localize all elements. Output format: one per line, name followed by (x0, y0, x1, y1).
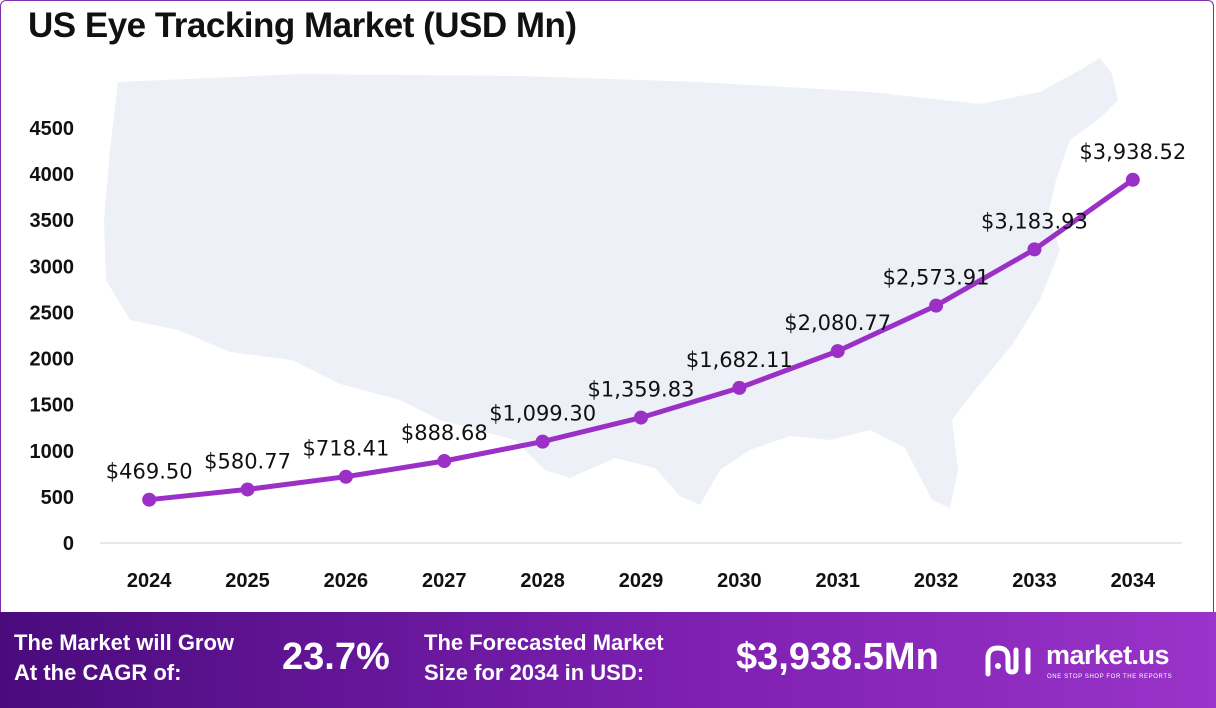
x-tick-label: 2025 (225, 570, 270, 592)
data-point (929, 298, 944, 313)
x-tick-label: 2031 (815, 570, 860, 592)
y-tick-label: 2500 (30, 302, 75, 324)
forecast-value: $3,938.5Mn (736, 636, 939, 678)
y-axis-ticks: 0 500 1000 1500 2000 2500 3000 3500 4000 4500 (30, 118, 75, 555)
data-label: $2,080.77 (784, 311, 891, 335)
cagr-label: The Market will Grow At the CAGR of: (14, 628, 234, 688)
data-point (634, 410, 648, 425)
x-tick-label: 2033 (1012, 570, 1057, 592)
us-map-background (104, 58, 1118, 508)
data-labels: $469.50 $580.77$718.41$888.68$1,099.30$1,… (106, 140, 1187, 484)
brand-tagline: ONE STOP SHOP FOR THE REPORTS (1047, 674, 1173, 680)
chart-title: US Eye Tracking Market (USD Mn) (28, 6, 577, 45)
brand-name: market.us (1046, 640, 1170, 670)
x-tick-label: 2026 (324, 570, 369, 592)
forecast-label-line1: The Forecasted Market (424, 630, 664, 655)
cagr-value: 23.7% (282, 636, 390, 678)
data-label: $1,359.83 (588, 378, 695, 402)
forecast-label-line2: Size for 2034 in USD: (424, 660, 645, 685)
y-tick-label: 4000 (30, 164, 75, 186)
data-point (338, 469, 353, 484)
chart-frame (0, 0, 1214, 612)
y-tick-label: 0 (63, 533, 74, 555)
data-point (1027, 242, 1042, 257)
x-axis-ticks: 2024 2025 2026 2027 2028 2029 2030 2031 2032 2033… (127, 570, 1156, 592)
data-label: $2,573.91 (883, 266, 990, 290)
x-tick-label: 2034 (1111, 570, 1156, 592)
data-point (1125, 172, 1140, 187)
data-label: $718.41 (302, 437, 389, 461)
data-point (142, 492, 157, 507)
data-label: $469.50 (106, 460, 193, 484)
y-tick-label: 2000 (30, 349, 75, 371)
y-tick-label: 1000 (30, 441, 75, 463)
market-us-logo-icon (985, 645, 1031, 677)
data-label: $1,099.30 (489, 402, 596, 426)
line-chart: 0 500 1000 1500 2000 2500 3000 3500 4000 4500 202… (30, 58, 1187, 592)
y-tick-label: 3000 (30, 256, 75, 278)
x-tick-label: 2028 (520, 570, 565, 592)
x-tick-label: 2029 (619, 570, 664, 592)
x-tick-label: 2024 (127, 570, 172, 592)
footer-banner: The Market will Grow At the CAGR of: 23.… (0, 612, 1216, 708)
data-point (732, 380, 747, 395)
data-point (240, 482, 255, 497)
data-label: $888.68 (401, 421, 488, 445)
data-label: $3,938.52 (1079, 140, 1186, 164)
y-tick-label: 4500 (30, 118, 75, 140)
forecast-label: The Forecasted Market Size for 2034 in U… (424, 628, 664, 688)
x-tick-label: 2027 (422, 570, 467, 592)
data-point (437, 454, 452, 469)
y-tick-label: 500 (41, 487, 74, 509)
data-point (830, 344, 845, 359)
data-point (535, 434, 550, 449)
y-tick-label: 1500 (30, 395, 75, 417)
data-points (142, 172, 1140, 507)
cagr-label-line2: At the CAGR of: (14, 660, 182, 685)
data-label: $580.77 (204, 449, 291, 473)
data-label: $1,682.11 (686, 348, 793, 372)
data-label: $3,183.93 (981, 209, 1088, 233)
y-tick-label: 3500 (30, 210, 75, 232)
cagr-label-line1: The Market will Grow (14, 630, 235, 655)
x-tick-label: 2032 (914, 570, 959, 592)
x-tick-label: 2030 (717, 570, 762, 592)
